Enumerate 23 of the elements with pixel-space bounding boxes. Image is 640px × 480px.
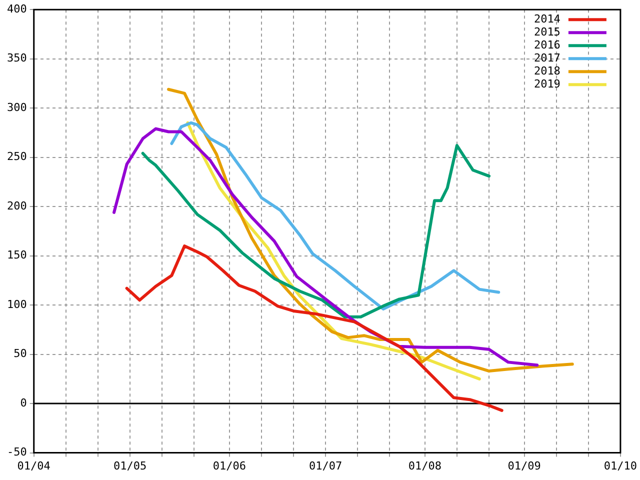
y-tick-label: -50 [6, 446, 27, 459]
x-tick-label: 01/10 [604, 459, 638, 472]
x-tick-label: 01/07 [308, 459, 342, 472]
legend-label: 2019 [534, 77, 560, 90]
y-tick-label: 0 [20, 396, 27, 410]
y-tick-label: 350 [6, 52, 27, 65]
x-tick-label: 01/06 [212, 459, 246, 472]
x-tick-label: 01/04 [17, 459, 51, 472]
legend-label: 2018 [534, 64, 560, 78]
legend-label: 2017 [534, 51, 560, 64]
legend-label: 2015 [534, 25, 560, 38]
legend-label: 2014 [534, 12, 561, 26]
y-tick-label: 100 [6, 298, 27, 311]
legend-label: 2016 [534, 38, 560, 52]
y-tick-label: 300 [6, 100, 27, 114]
y-tick-label: 200 [6, 199, 27, 212]
x-tick-label: 01/08 [408, 459, 442, 472]
y-tick-label: 250 [6, 150, 27, 164]
x-tick-label: 01/09 [508, 459, 541, 472]
y-tick-label: 400 [6, 2, 27, 16]
x-tick-label: 01/05 [113, 459, 147, 472]
y-tick-label: 150 [6, 248, 27, 262]
y-tick-label: 50 [14, 347, 27, 360]
